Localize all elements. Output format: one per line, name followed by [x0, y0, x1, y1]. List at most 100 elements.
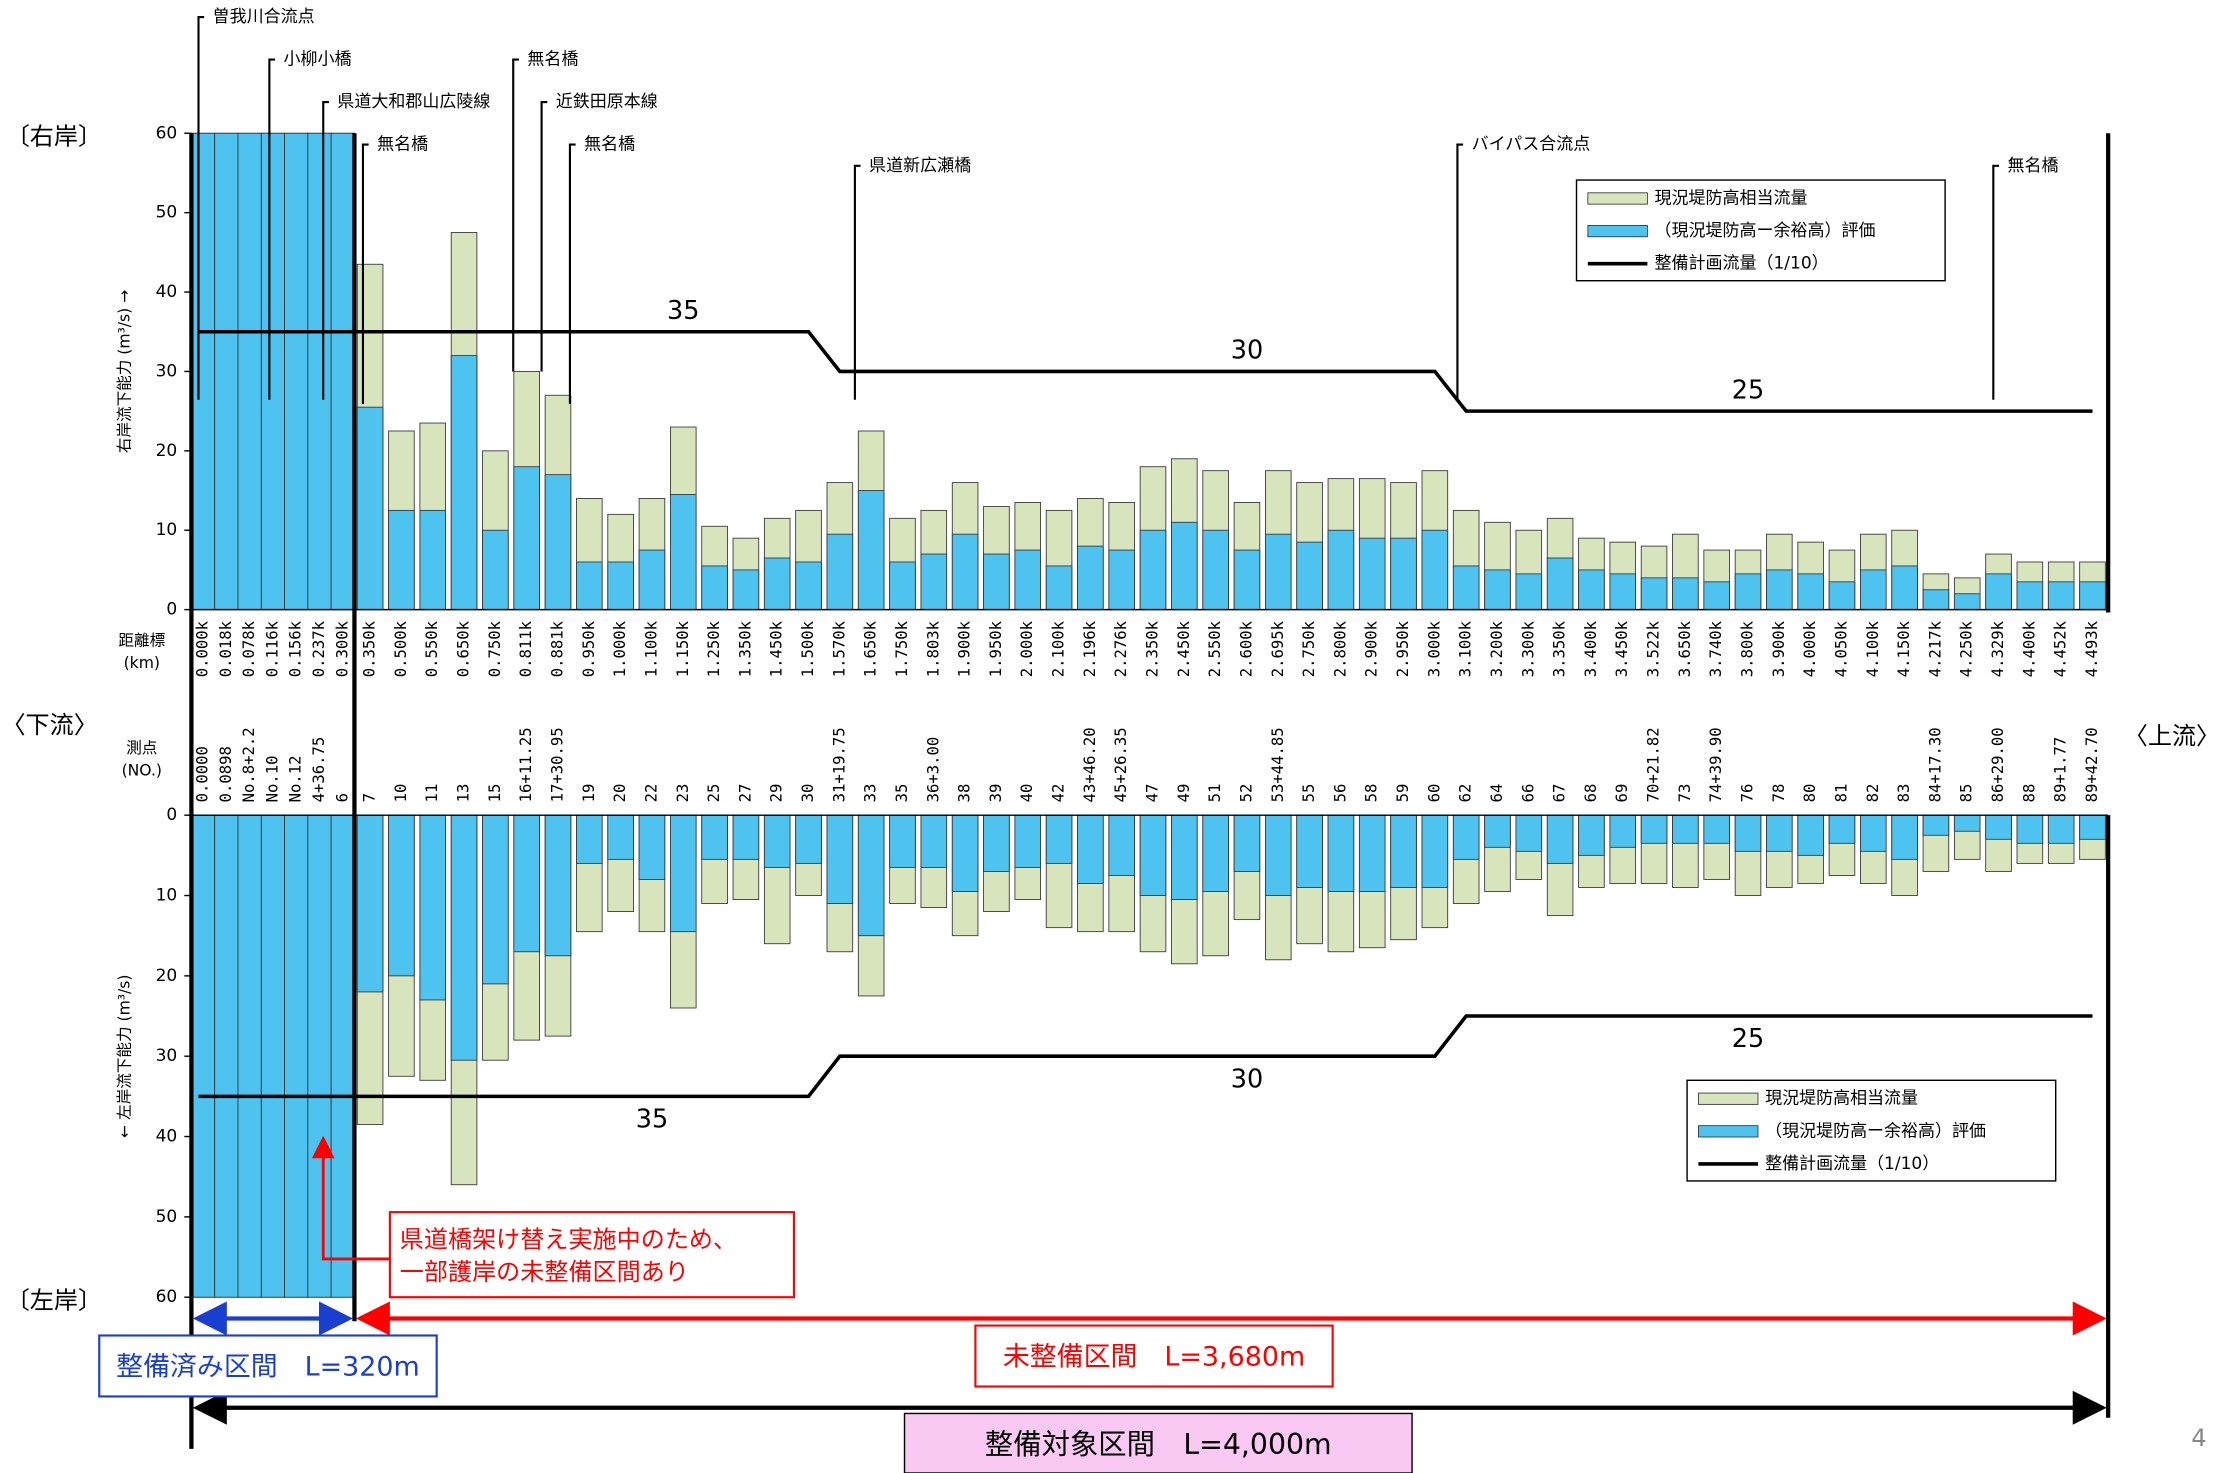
y-tick-label: 40: [156, 282, 178, 302]
bar: [307, 132, 332, 611]
x-tick-label: 0.550k: [423, 620, 441, 677]
bar: [544, 814, 572, 957]
bar: [1358, 537, 1386, 611]
x-tick-label: 13: [455, 784, 473, 803]
x-tick-label: 17+30.95: [548, 727, 566, 802]
bar: [732, 814, 760, 860]
plan-label: 25: [1732, 1024, 1764, 1054]
x-tick-label: 1.350k: [736, 620, 754, 677]
bar: [1077, 814, 1104, 884]
x-tick-label: 64: [1488, 784, 1506, 803]
bar: [795, 561, 822, 611]
bar: [795, 814, 822, 864]
x-tick-label: 1.950k: [987, 620, 1005, 677]
bar: [1672, 814, 1699, 844]
annotation: 近鉄田原本線: [556, 92, 658, 112]
bar: [1171, 814, 1198, 900]
x-axis-title: 測点: [126, 739, 157, 757]
bar: [284, 132, 309, 611]
bar: [732, 569, 760, 611]
bar: [576, 814, 603, 864]
bar: [1640, 577, 1668, 611]
x-tick-label: 35: [893, 784, 911, 803]
x-tick-label: 60: [1425, 784, 1443, 803]
annotation-leader: [1456, 143, 1464, 400]
x-tick-label: 1.000k: [611, 620, 629, 677]
bar: [1672, 577, 1699, 611]
section-box: [98, 1334, 438, 1398]
bar: [889, 561, 916, 611]
x-tick-label: 47: [1144, 784, 1162, 803]
bar: [983, 553, 1010, 611]
x-tick-label: 78: [1770, 784, 1788, 803]
bar: [857, 490, 885, 611]
x-tick-label: 58: [1363, 784, 1381, 803]
x-tick-label: 1.150k: [674, 620, 692, 677]
x-tick-label: 73: [1676, 784, 1694, 803]
bar: [260, 814, 285, 1298]
y-tick-label: 50: [156, 203, 178, 223]
legend-label: 整備計画流量（1/10）: [1654, 254, 1828, 274]
bar: [1922, 589, 1950, 611]
x-tick-label: 4.493k: [2083, 620, 2101, 677]
x-tick-label: 1.100k: [642, 620, 660, 677]
x-tick-label: No.10: [263, 756, 281, 803]
x-tick-label: 15: [486, 784, 504, 803]
y-tick-label: 20: [156, 966, 178, 986]
annotation-leader: [1992, 164, 1999, 400]
bar: [1860, 814, 1887, 852]
bar: [951, 533, 979, 611]
bar: [482, 529, 509, 611]
x-tick-label: 2.000k: [1018, 620, 1036, 677]
y-tick-label: 40: [156, 1127, 178, 1147]
x-tick-label: 2.450k: [1175, 620, 1193, 677]
bar: [214, 814, 239, 1298]
callout-box: [388, 1211, 795, 1299]
section-box: [903, 1412, 1413, 1473]
legend-swatch: [1587, 224, 1648, 238]
y-tick-label: 30: [156, 1046, 178, 1066]
annotation: 曽我川合流点: [213, 7, 315, 27]
bar: [1953, 593, 1981, 611]
bar: [1734, 573, 1762, 611]
y-tick-label: 0: [166, 805, 177, 825]
bar: [2016, 581, 2044, 611]
bar: [1515, 573, 1543, 611]
x-tick-label: 0.078k: [240, 620, 258, 677]
bar: [1108, 549, 1135, 611]
x-tick-label: 82: [1864, 784, 1882, 803]
x-tick-label: 3.300k: [1519, 620, 1537, 677]
bar: [190, 814, 216, 1298]
x-tick-label: 85: [1958, 784, 1976, 803]
bar: [1139, 814, 1167, 896]
x-tick-label: 56: [1331, 784, 1349, 803]
bar: [1546, 557, 1574, 611]
annotation: 無名橋: [377, 135, 428, 155]
bar: [1171, 521, 1198, 611]
bar: [826, 814, 854, 904]
x-tick-label: 4.400k: [2020, 620, 2038, 677]
x-tick-label: 31+19.75: [830, 727, 848, 802]
bar: [1578, 814, 1605, 856]
annotation-leader: [197, 15, 205, 400]
x-tick-label: 89+42.70: [2083, 727, 2101, 802]
x-tick-label: 40: [1018, 784, 1036, 803]
x-tick-label: 16+11.25: [517, 727, 535, 802]
bar: [1233, 549, 1261, 611]
annotation: バイパス合流点: [1472, 135, 1591, 155]
bar: [356, 814, 384, 993]
section-label: 整備対象区間 L=4,000m: [985, 1428, 1332, 1461]
x-tick-label: 10: [392, 784, 410, 803]
x-tick-label: 1.500k: [799, 620, 817, 677]
legend-swatch: [1698, 1125, 1759, 1138]
bar: [1202, 529, 1229, 611]
bar: [356, 406, 384, 611]
bar: [450, 355, 478, 611]
bar: [638, 814, 666, 880]
x-tick-label: 3.100k: [1457, 620, 1475, 677]
bar: [1296, 814, 1323, 888]
section-label: 未整備区間 L=3,680m: [1003, 1342, 1305, 1373]
legend-label: （現況堤防高ー余裕高）評価: [1654, 221, 1875, 241]
callout-arrow: [311, 1135, 390, 1261]
annotation: 小柳小橋: [284, 50, 352, 70]
